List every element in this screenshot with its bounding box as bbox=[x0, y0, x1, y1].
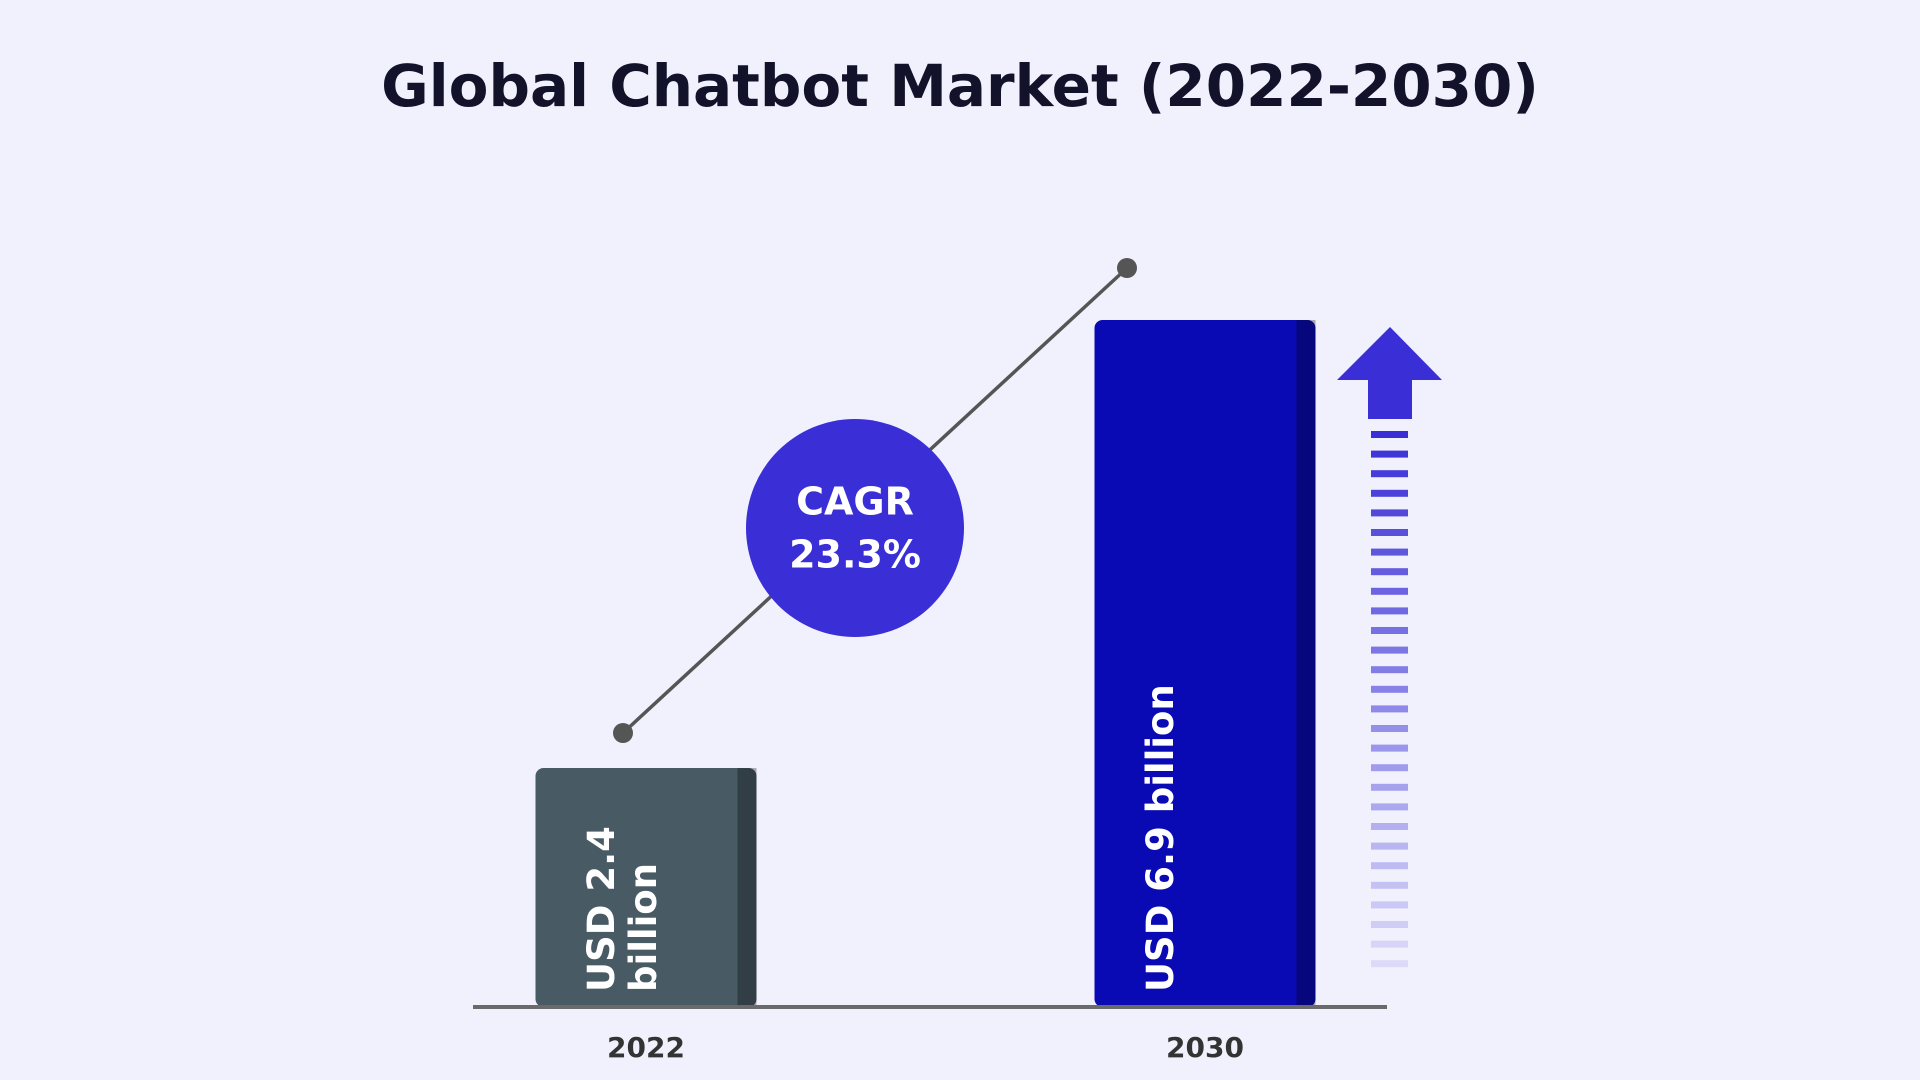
value-label: USD 2.4 billion bbox=[579, 826, 665, 992]
stripe bbox=[1371, 685, 1408, 693]
trend-dot bbox=[1117, 258, 1137, 278]
bar bbox=[535, 768, 757, 1007]
value-label: USD 6.9 billion bbox=[1138, 684, 1182, 992]
bars bbox=[535, 320, 1316, 1007]
stripe bbox=[1371, 529, 1408, 536]
stripe bbox=[1371, 783, 1408, 791]
stripe bbox=[1371, 921, 1408, 928]
stripe bbox=[1371, 627, 1408, 634]
stripe bbox=[1371, 705, 1408, 713]
stripe bbox=[1371, 568, 1408, 576]
cagr-badge bbox=[746, 419, 964, 637]
stripe bbox=[1371, 607, 1408, 615]
stripe bbox=[1371, 489, 1408, 497]
stripe bbox=[1371, 862, 1408, 870]
stripe bbox=[1371, 901, 1408, 909]
stripe bbox=[1371, 587, 1408, 595]
x-tick-label: 2022 bbox=[607, 1031, 685, 1064]
stripe bbox=[1371, 842, 1408, 850]
stripe bbox=[1371, 431, 1408, 438]
stripe bbox=[1371, 548, 1408, 556]
stripe bbox=[1371, 470, 1408, 478]
x-tick-label: 2030 bbox=[1166, 1031, 1244, 1064]
bar bbox=[1094, 320, 1316, 1007]
trend-dot bbox=[613, 723, 633, 743]
chart-title: Global Chatbot Market (2022-2030) bbox=[381, 52, 1539, 120]
stripe bbox=[1371, 666, 1408, 674]
stripe bbox=[1371, 803, 1408, 811]
stripe bbox=[1371, 764, 1408, 772]
stripe bbox=[1371, 646, 1408, 654]
growth-arrow bbox=[1337, 327, 1442, 419]
stripe bbox=[1371, 823, 1408, 830]
bar-shade bbox=[737, 768, 757, 1007]
cagr-title: CAGR bbox=[796, 480, 914, 524]
cagr-value: 23.3% bbox=[789, 533, 921, 577]
stripe bbox=[1371, 744, 1408, 752]
stripe bbox=[1371, 509, 1408, 517]
stripe bbox=[1371, 881, 1408, 889]
stripe bbox=[1371, 725, 1408, 732]
bar-shade bbox=[1296, 320, 1316, 1007]
stripe bbox=[1371, 960, 1408, 968]
stripe bbox=[1371, 450, 1408, 458]
growth-stripes bbox=[1371, 431, 1408, 968]
stripe bbox=[1371, 940, 1408, 948]
